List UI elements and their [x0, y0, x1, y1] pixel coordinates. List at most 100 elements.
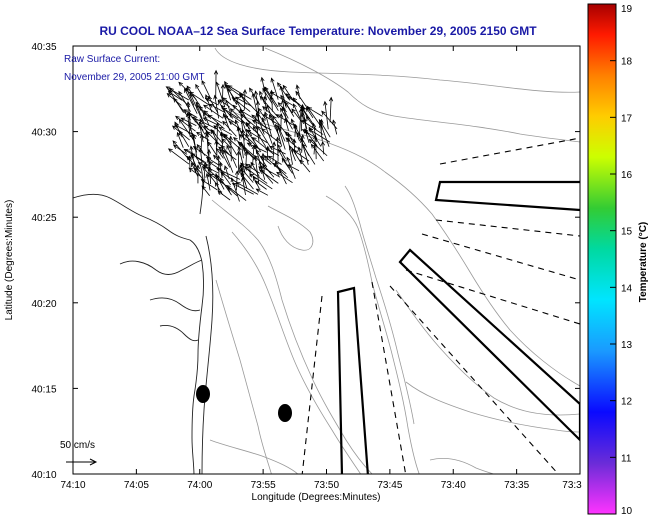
current-vector: [228, 113, 244, 124]
x-tick-label: 73:50: [314, 480, 339, 491]
current-vector: [216, 154, 221, 179]
current-vector: [202, 117, 218, 126]
current-vector: [262, 95, 268, 112]
current-vector: [244, 166, 268, 184]
dash-3: [421, 233, 580, 281]
current-vector: [269, 89, 274, 112]
y-tick-label: 40:25: [31, 213, 56, 224]
current-vector: [287, 164, 300, 172]
station-marker-1: [196, 385, 210, 403]
current-vector: [300, 103, 305, 132]
station-marker-2: [278, 404, 292, 422]
scale-arrow-label: 50 cm/s: [60, 440, 95, 451]
current-vector: [195, 164, 201, 184]
colorbar: [587, 3, 617, 515]
x-tick-label: 73:45: [377, 480, 402, 491]
x-tick-label: 74:10: [60, 480, 85, 491]
surface-current-vectors: [165, 69, 338, 202]
current-vector: [219, 171, 238, 184]
current-vector: [167, 148, 190, 165]
current-vector: [301, 119, 324, 135]
coastline-estuary-1: [119, 259, 203, 275]
colorbar-tick-label: 18: [621, 57, 633, 68]
current-vector: [271, 141, 277, 162]
current-vector: [220, 144, 230, 156]
current-vector: [328, 96, 334, 123]
colorbar-tick-label: 13: [621, 340, 633, 351]
current-vector: [205, 172, 211, 191]
current-vector: [257, 125, 273, 151]
current-vector: [280, 107, 293, 130]
current-vector: [254, 180, 267, 190]
current-vector: [293, 123, 308, 148]
coastline-estuary-2: [149, 297, 201, 312]
current-vector: [220, 83, 225, 100]
bathymetry-contours: [209, 47, 580, 474]
current-vector: [310, 143, 325, 162]
x-tick-label: 73:55: [251, 480, 276, 491]
wedge-south: [336, 286, 369, 474]
y-tick-label: 40:30: [31, 128, 56, 139]
current-vector: [206, 148, 212, 178]
current-vector: [332, 119, 338, 135]
current-vector: [219, 177, 232, 196]
current-vector: [218, 126, 232, 136]
coastline: [73, 149, 214, 474]
current-vector: [219, 148, 231, 168]
current-vector: [236, 150, 241, 173]
x-tick-label: 74:05: [124, 480, 149, 491]
isobath-1: [214, 47, 580, 93]
current-vector: [196, 104, 204, 123]
x-tick-label: 73:35: [504, 480, 529, 491]
x-tick-label: 73:40: [441, 480, 466, 491]
isobath-5: [231, 231, 362, 474]
current-vector: [275, 160, 287, 185]
current-vector: [238, 93, 259, 114]
current-vector: [228, 135, 233, 162]
current-vector: [224, 80, 237, 105]
current-vector: [215, 147, 224, 159]
current-vector: [267, 155, 282, 165]
plot-frame: [72, 45, 581, 475]
dashed-boundaries: [301, 137, 580, 474]
current-vector: [258, 166, 274, 184]
current-vector: [201, 79, 212, 99]
current-vector: [235, 170, 240, 191]
colorbar-tick-label: 14: [621, 283, 633, 294]
current-vector: [251, 137, 275, 155]
shore-barrier: [201, 235, 214, 474]
current-vector: [175, 115, 196, 132]
isobath-11: [267, 205, 314, 251]
colorbar-tick-label: 19: [621, 4, 633, 15]
current-vector: [214, 181, 223, 196]
current-vector: [198, 123, 204, 143]
current-vector: [238, 142, 258, 162]
isobath-8: [344, 185, 415, 425]
dash-6: [371, 281, 407, 474]
current-vector: [227, 85, 252, 100]
current-vector: [264, 155, 281, 171]
current-vector: [281, 157, 293, 174]
dash-2: [435, 219, 580, 237]
current-vector: [284, 117, 289, 131]
current-vector: [240, 172, 254, 190]
current-vector: [192, 146, 212, 160]
current-vector: [235, 182, 259, 195]
current-vector: [171, 125, 190, 141]
coastline-estuary-3: [159, 325, 199, 342]
coverage-outlines: [336, 180, 580, 474]
coastline-main: [73, 193, 204, 474]
current-vector: [184, 87, 198, 114]
current-vector: [255, 149, 268, 168]
current-vector: [231, 97, 251, 112]
current-vector: [306, 105, 321, 126]
current-vector: [298, 107, 303, 137]
y-tick-label: 40:15: [31, 384, 56, 395]
current-vector: [176, 131, 184, 148]
current-vector: [199, 133, 204, 150]
current-vector: [263, 111, 273, 138]
current-vector: [222, 120, 237, 137]
current-vector: [215, 122, 220, 148]
current-vector: [195, 83, 204, 99]
